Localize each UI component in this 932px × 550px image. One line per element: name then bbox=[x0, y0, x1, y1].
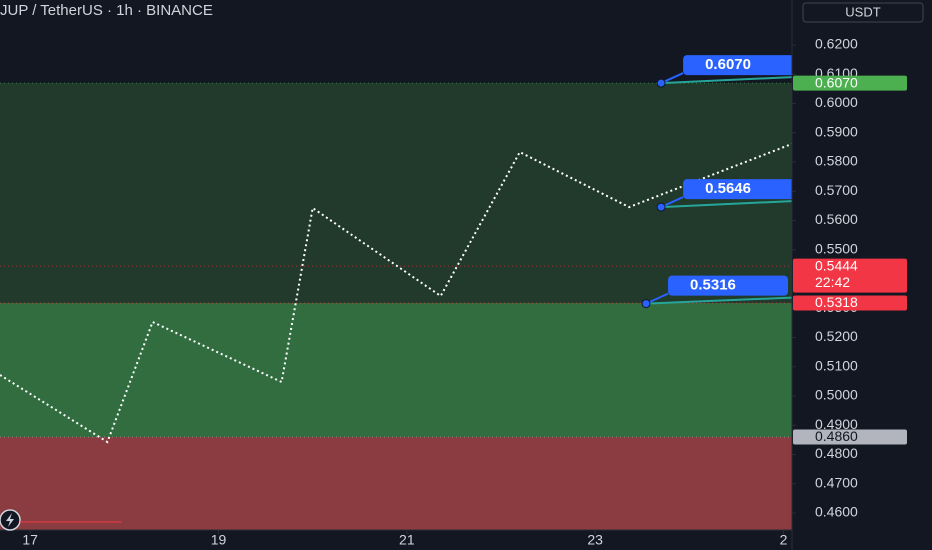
callout-point bbox=[641, 299, 651, 309]
price-label: 0.6070 bbox=[815, 74, 858, 90]
currency-button[interactable] bbox=[802, 2, 924, 23]
callout-label: 0.5646 bbox=[705, 180, 751, 197]
callout-trail bbox=[661, 200, 792, 209]
callout-box bbox=[683, 179, 792, 200]
y-tick-label: 0.5900 bbox=[815, 123, 858, 139]
callout-box bbox=[683, 55, 792, 76]
x-tick-label: 19 bbox=[211, 532, 227, 548]
price-label: 0.4860 bbox=[815, 428, 858, 444]
callout-trail bbox=[661, 76, 792, 85]
callout-point bbox=[656, 78, 666, 88]
plot-area: 0.6070 0.5646 0.5316 bbox=[0, 55, 792, 530]
price-label-box bbox=[793, 258, 907, 293]
zone bbox=[0, 83, 792, 304]
logo-bolt bbox=[6, 513, 14, 527]
x-tick-label: 21 bbox=[399, 532, 415, 548]
zone bbox=[0, 436, 792, 530]
callout-box bbox=[668, 275, 789, 296]
y-tick-label: 0.5000 bbox=[815, 387, 858, 403]
y-tick-label: 0.4900 bbox=[815, 416, 858, 432]
y-tick-label: 0.5600 bbox=[815, 211, 858, 227]
price-label-box bbox=[793, 295, 907, 311]
y-tick-label: 0.5100 bbox=[815, 357, 858, 373]
x-tick-label: 23 bbox=[587, 532, 603, 548]
y-tick-label: 0.5700 bbox=[815, 182, 858, 198]
y-tick-label: 0.4700 bbox=[815, 474, 858, 490]
y-tick-label: 0.5200 bbox=[815, 328, 858, 344]
zone bbox=[0, 303, 792, 437]
price-label-box bbox=[793, 429, 907, 445]
y-tick-label: 0.6000 bbox=[815, 94, 858, 110]
countdown-label: 22:42 bbox=[815, 274, 850, 290]
callout-label: 0.6070 bbox=[705, 56, 751, 73]
callout-label: 0.5316 bbox=[690, 277, 736, 294]
y-tick-label: 0.5500 bbox=[815, 240, 858, 256]
y-tick-label: 0.5800 bbox=[815, 153, 858, 169]
chart-title: JUP / TetherUS · 1h · BINANCE bbox=[0, 2, 213, 19]
x-tick-label: 17 bbox=[22, 532, 38, 548]
callout-trail bbox=[645, 296, 792, 305]
price-label: 0.5318 bbox=[815, 294, 858, 310]
price-label-box bbox=[793, 75, 907, 91]
axes: 0.4600 0.4700 0.4800 0.4900 0.5000 0.5100 0.52… bbox=[22, 36, 907, 548]
currency-label[interactable]: USDT bbox=[845, 4, 880, 19]
x-tick-label: 2 bbox=[780, 532, 788, 548]
y-tick-label: 0.4800 bbox=[815, 445, 858, 461]
callout-point bbox=[656, 202, 666, 212]
price-label: 0.5444 bbox=[815, 257, 858, 273]
y-tick-label: 0.6200 bbox=[815, 36, 858, 52]
y-tick-label: 0.4600 bbox=[815, 504, 858, 520]
